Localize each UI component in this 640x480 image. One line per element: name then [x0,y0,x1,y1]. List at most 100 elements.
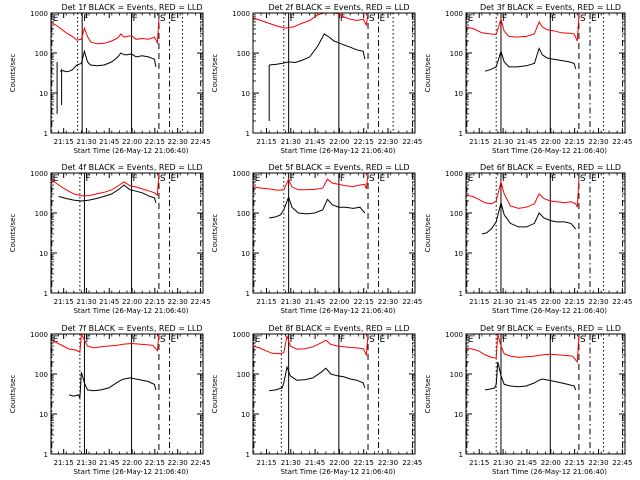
x-tick-label: 21:15 [54,138,74,146]
marker-label-f: F [340,335,345,345]
y-tick-label: 1000 [30,10,48,18]
chart-panel-4: Det 4f BLACK = Events, RED = LLD Counts/s… [9,163,211,315]
marker-label-e: E [380,14,386,24]
events-series-line [69,372,157,399]
x-tick-label: 22:45 [612,138,632,146]
x-axis-label: Start Time (26-May-12 21:06:40) [280,468,395,476]
y-tick-label: 100 [35,371,48,379]
y-tick-label: 10 [454,90,463,98]
x-tick-label: 22:00 [329,459,349,467]
y-axis-label: Counts/sec [211,54,219,93]
chart-title: Det 8f BLACK = Events, RED = LLD [268,324,409,333]
x-tick-label: 22:30 [378,298,398,306]
y-tick-label: 1 [246,290,250,298]
x-tick-label: 21:30 [281,459,301,467]
marker-label-f: F [133,174,138,184]
chart-panel-6: Det 6f BLACK = Events, RED = LLD Counts/s… [424,163,632,315]
y-tick-label: 1 [246,451,250,459]
y-tick-label: 10 [241,90,250,98]
x-tick-label: 22:45 [190,298,210,306]
marker-label-f: F [85,174,90,184]
lld-series-line [466,14,580,42]
y-tick-label: 10 [39,411,48,419]
y-tick-label: 10 [39,90,48,98]
x-tick-label: 22:45 [402,459,422,467]
lld-series-line [466,179,580,209]
y-tick-label: 10 [241,411,250,419]
x-tick-label: 22:30 [378,138,398,146]
y-tick-label: 100 [237,50,250,58]
x-axis-label: Start Time (26-May-12 21:06:40) [492,147,607,155]
marker-label-e: E [591,14,597,24]
x-tick-label: 22:00 [541,298,561,306]
x-tick-label: 21:45 [305,459,325,467]
marker-label-e: E [380,335,386,345]
marker-label-e: E [171,14,177,24]
y-tick-label: 1 [44,290,48,298]
x-tick-label: 22:15 [145,459,165,467]
x-tick-label: 21:30 [76,459,96,467]
y-axis-label: Counts/sec [9,54,17,93]
y-tick-label: 100 [35,50,48,58]
y-tick-label: 1 [44,130,48,138]
x-tick-label: 22:15 [565,298,585,306]
chart-title: Det 4f BLACK = Events, RED = LLD [61,163,202,172]
x-tick-label: 21:45 [99,138,119,146]
plot-frame [50,12,204,134]
x-tick-label: 22:00 [329,298,349,306]
x-tick-label: 22:00 [329,138,349,146]
lld-series-line [51,334,160,353]
lld-series-line [466,334,580,364]
marker-label-f: F [502,14,507,24]
x-axis-label: Start Time (26-May-12 21:06:40) [492,307,607,315]
y-tick-label: 1000 [445,10,463,18]
x-tick-label: 21:30 [281,298,301,306]
y-tick-label: 10 [39,250,48,258]
marker-label-f: F [551,174,556,184]
events-series-line [269,195,366,219]
x-tick-label: 21:30 [493,138,513,146]
x-tick-label: 21:15 [469,298,489,306]
x-tick-label: 22:30 [588,459,608,467]
y-tick-label: 1 [459,290,463,298]
lld-series-line [253,13,373,29]
marker-label-s: S [160,14,166,24]
marker-label-e: E [468,14,474,24]
marker-label-e: E [171,174,177,184]
y-tick-label: 100 [450,371,463,379]
chart-panel-2: Det 2f BLACK = Events, RED = LLD Counts/s… [211,3,422,155]
x-tick-label: 21:15 [256,138,276,146]
chart-title: Det 6f BLACK = Events, RED = LLD [480,163,621,172]
plot-frame [50,333,204,455]
lld-series-line [253,173,412,191]
x-tick-label: 22:15 [145,298,165,306]
y-tick-label: 1 [459,130,463,138]
marker-label-f: F [133,335,138,345]
chart-title: Det 5f BLACK = Events, RED = LLD [268,163,409,172]
marker-label-f: F [290,335,295,345]
plot-frame [50,172,204,294]
x-tick-label: 21:30 [76,138,96,146]
plot-frame [252,12,416,134]
y-tick-label: 100 [35,210,48,218]
x-tick-label: 22:30 [588,138,608,146]
x-tick-label: 22:30 [168,298,188,306]
plot-frame [465,12,626,134]
x-tick-label: 21:45 [305,138,325,146]
y-axis-label: Counts/sec [9,375,17,414]
chart-title: Det 2f BLACK = Events, RED = LLD [268,3,409,12]
x-tick-label: 22:45 [612,298,632,306]
x-tick-label: 22:45 [190,138,210,146]
y-tick-label: 1000 [232,170,250,178]
chart-panel-8: Det 8f BLACK = Events, RED = LLD Counts/s… [211,324,422,476]
x-tick-label: 22:30 [378,459,398,467]
chart-title: Det 9f BLACK = Events, RED = LLD [480,324,621,333]
x-axis-label: Start Time (26-May-12 21:06:40) [73,468,188,476]
marker-label-f: F [551,335,556,345]
x-tick-label: 21:45 [517,138,537,146]
x-tick-label: 21:15 [256,298,276,306]
plot-frame [252,172,416,294]
marker-label-e: E [591,335,597,345]
marker-label-s: S [369,335,375,345]
